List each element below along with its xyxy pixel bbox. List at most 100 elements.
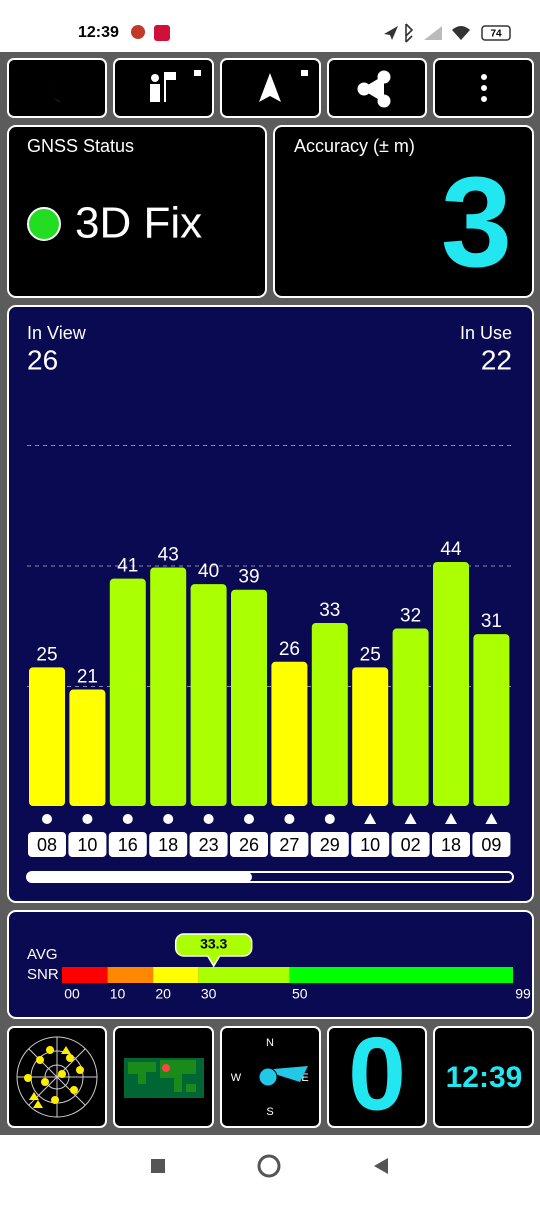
wifi-icon bbox=[452, 26, 470, 40]
id-box bbox=[108, 832, 147, 857]
accuracy-panel bbox=[273, 125, 534, 298]
satellite-id: 08 bbox=[37, 835, 57, 855]
satellite-id: 29 bbox=[320, 835, 340, 855]
more-icon bbox=[481, 74, 487, 102]
bar-value: 39 bbox=[238, 567, 259, 588]
id-box bbox=[432, 832, 470, 857]
speed-value: 0 bbox=[348, 1016, 406, 1132]
accuracy-label: Accuracy (± m) bbox=[294, 136, 415, 156]
in-use-value: 22 bbox=[481, 344, 512, 375]
gnss-status-label: GNSS Status bbox=[27, 136, 134, 156]
marker-triangle bbox=[364, 813, 377, 824]
world-map bbox=[124, 1058, 204, 1098]
bar bbox=[433, 561, 469, 806]
satellite-id: 26 bbox=[239, 835, 259, 855]
id-box bbox=[351, 832, 390, 857]
scale-tick-label: 20 bbox=[155, 986, 171, 1002]
id-box bbox=[149, 832, 188, 857]
in-view-label: In View bbox=[27, 323, 87, 343]
id-box bbox=[310, 832, 349, 857]
bar-value: 21 bbox=[77, 667, 98, 688]
avg-label: AVG bbox=[27, 946, 58, 963]
in-use-label: In Use bbox=[460, 323, 512, 343]
clock-tile[interactable] bbox=[433, 1026, 534, 1128]
scale-segment bbox=[107, 967, 154, 983]
compass-north: N bbox=[266, 1037, 274, 1049]
satellite-id: 09 bbox=[481, 835, 501, 855]
clock-value: 12:39 bbox=[446, 1061, 523, 1094]
arrow-icon bbox=[259, 73, 281, 102]
scale-tick-label: 50 bbox=[292, 986, 308, 1002]
in-view-value: 26 bbox=[27, 344, 58, 375]
signal-icon bbox=[424, 26, 442, 40]
satellite-id: 10 bbox=[360, 835, 380, 855]
marker-triangle bbox=[485, 813, 498, 824]
satellite-id: 02 bbox=[401, 835, 421, 855]
id-box bbox=[270, 832, 309, 857]
avg-value: 33.3 bbox=[200, 936, 227, 952]
bar bbox=[69, 689, 106, 806]
bar bbox=[311, 622, 348, 806]
night-mode-button[interactable] bbox=[7, 58, 107, 118]
home-button[interactable] bbox=[257, 1154, 281, 1178]
sky-satellites bbox=[24, 1046, 84, 1108]
nav-bar bbox=[0, 1135, 540, 1200]
bar-value: 44 bbox=[440, 539, 462, 560]
compass-hub bbox=[258, 1067, 278, 1087]
back-button[interactable] bbox=[374, 1158, 388, 1174]
bar-value: 26 bbox=[279, 639, 300, 660]
bar bbox=[150, 567, 187, 806]
bar bbox=[271, 661, 308, 806]
satellite-id: 10 bbox=[77, 835, 97, 855]
speed-tile[interactable] bbox=[327, 1026, 427, 1128]
scale-tick-label: 99 bbox=[515, 986, 531, 1002]
poi-icon bbox=[150, 70, 201, 102]
snr-label: SNR bbox=[27, 966, 59, 983]
id-box bbox=[230, 832, 268, 857]
bar-value: 25 bbox=[360, 644, 381, 665]
bar-value: 32 bbox=[400, 606, 421, 627]
scale-tick-label: 30 bbox=[201, 986, 217, 1002]
bar bbox=[109, 578, 146, 806]
battery-level: 74 bbox=[490, 29, 502, 40]
marker-triangle bbox=[445, 813, 457, 824]
bar bbox=[231, 589, 267, 806]
status-time: 12:39 bbox=[78, 24, 119, 41]
bar-value: 31 bbox=[481, 611, 502, 632]
marker-circle bbox=[163, 814, 174, 824]
satellite-id: 18 bbox=[441, 835, 461, 855]
bar-value: 25 bbox=[36, 644, 57, 665]
bar bbox=[473, 634, 510, 806]
bar bbox=[392, 628, 429, 806]
satellite-id: 23 bbox=[199, 835, 219, 855]
satellite-id: 27 bbox=[279, 835, 299, 855]
avg-snr-panel bbox=[7, 910, 534, 1019]
status-bar bbox=[0, 0, 540, 52]
scrollbar-thumb[interactable] bbox=[27, 872, 252, 882]
accuracy-value: 3 bbox=[441, 151, 512, 294]
toolbar bbox=[7, 58, 534, 118]
gnss-status-value: 3D Fix bbox=[75, 199, 202, 248]
marker-circle bbox=[122, 814, 133, 824]
avg-pointer bbox=[174, 933, 253, 968]
satellite-id: 16 bbox=[118, 835, 138, 855]
bar-value: 41 bbox=[117, 556, 138, 577]
bluetooth-icon bbox=[405, 23, 414, 43]
scale-segment bbox=[198, 967, 290, 983]
marker-circle bbox=[284, 814, 295, 824]
recents-button[interactable] bbox=[151, 1159, 165, 1173]
id-box bbox=[68, 832, 107, 857]
fix-indicator bbox=[27, 207, 61, 241]
id-box bbox=[189, 832, 228, 857]
bar bbox=[352, 667, 389, 806]
lock-icon bbox=[301, 70, 308, 76]
marker-triangle bbox=[404, 813, 417, 824]
battery-icon bbox=[481, 25, 511, 41]
share-icon bbox=[357, 70, 391, 108]
scale-segment bbox=[289, 967, 513, 983]
notification-icon bbox=[131, 25, 145, 39]
compass-east: E bbox=[301, 1072, 308, 1084]
poi-button[interactable] bbox=[113, 58, 214, 118]
marker-circle bbox=[244, 814, 254, 824]
